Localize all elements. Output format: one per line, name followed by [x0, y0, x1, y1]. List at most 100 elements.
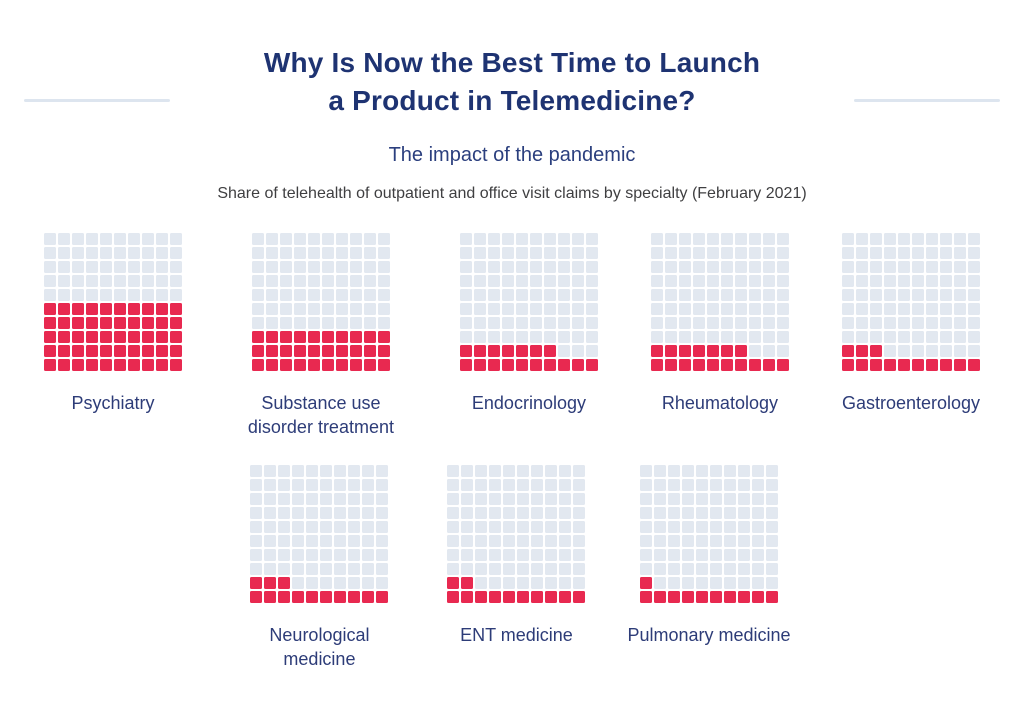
waffle-cell-filled [376, 591, 389, 603]
waffle-cell-empty [334, 563, 347, 575]
waffle-cell-empty [883, 317, 896, 329]
waffle-cell-empty [897, 275, 910, 287]
waffle-cell-empty [650, 247, 663, 259]
waffle-cell-empty [307, 317, 320, 329]
waffle-cell-filled [265, 331, 278, 343]
waffle-cell-empty [953, 317, 966, 329]
waffle-cell-filled [250, 577, 263, 589]
waffle-cell-empty [911, 317, 924, 329]
waffle-cell-filled [487, 359, 500, 371]
waffle-cell-filled [71, 331, 84, 343]
waffle-cell-empty [250, 493, 263, 505]
waffle-cell-empty [515, 233, 528, 245]
waffle-cell-empty [573, 521, 586, 533]
waffle-cell-empty [475, 479, 488, 491]
waffle-cell-empty [320, 563, 333, 575]
waffle-cell-empty [487, 317, 500, 329]
waffle-cell-empty [529, 261, 542, 273]
waffle-cell-empty [939, 247, 952, 259]
waffle-cell-empty [573, 507, 586, 519]
waffle-cell-empty [71, 261, 84, 273]
waffle-cell-filled [99, 359, 112, 371]
waffle-cell-empty [335, 275, 348, 287]
waffle-cell-empty [487, 275, 500, 287]
waffle-cell-empty [459, 233, 472, 245]
waffle-cell-filled [141, 359, 154, 371]
waffle-cell-filled [841, 359, 854, 371]
waffle-cell-empty [762, 261, 775, 273]
waffle-cell-empty [461, 493, 474, 505]
waffle-cell-empty [545, 493, 558, 505]
waffle-cell-filled [681, 591, 694, 603]
waffle-cell-empty [362, 507, 375, 519]
waffle-cell-empty [543, 247, 556, 259]
waffle-cell-empty [967, 275, 980, 287]
waffle-cell-empty [348, 465, 361, 477]
waffle-cell-empty [897, 261, 910, 273]
waffle-cell-empty [489, 577, 502, 589]
waffle-cell-empty [664, 317, 677, 329]
waffle-cell-empty [459, 303, 472, 315]
waffle-cell-empty [278, 479, 291, 491]
waffle-cell-empty [334, 465, 347, 477]
waffle-cell-empty [57, 261, 70, 273]
waffle-cell-empty [559, 549, 572, 561]
waffle-cell-filled [57, 331, 70, 343]
waffle-cell-empty [515, 317, 528, 329]
waffle-cell-empty [706, 233, 719, 245]
waffle-cell-filled [363, 331, 376, 343]
waffle-cell-empty [939, 233, 952, 245]
waffle-cell-empty [925, 275, 938, 287]
waffle-cell-filled [127, 359, 140, 371]
waffle-cell-empty [678, 275, 691, 287]
waffle-cell-empty [883, 303, 896, 315]
waffle-cell-filled [543, 345, 556, 357]
waffle-cell-empty [869, 331, 882, 343]
waffle-cell-empty [376, 479, 389, 491]
waffle-cell-empty [292, 577, 305, 589]
waffle-cell-empty [664, 289, 677, 301]
waffle-cell-empty [503, 521, 516, 533]
waffle-cell-empty [653, 549, 666, 561]
waffle-cell-empty [639, 507, 652, 519]
waffle-cell-empty [265, 261, 278, 273]
waffle-cell-empty [897, 247, 910, 259]
waffle-cell-empty [841, 331, 854, 343]
waffle-cell-filled [461, 591, 474, 603]
waffle-cell-empty [681, 535, 694, 547]
waffle-cell-filled [869, 345, 882, 357]
waffle-cell-empty [279, 247, 292, 259]
waffle-cell-empty [459, 275, 472, 287]
waffle-cell-empty [706, 303, 719, 315]
waffle-cell-empty [155, 233, 168, 245]
waffle-cell-empty [127, 275, 140, 287]
waffle-cell-empty [723, 577, 736, 589]
waffle-cell-empty [681, 493, 694, 505]
waffle-cell-empty [762, 233, 775, 245]
waffle-cell-empty [650, 331, 663, 343]
waffle-cell-filled [377, 345, 390, 357]
waffle-cell-empty [376, 549, 389, 561]
waffle-cell-empty [543, 233, 556, 245]
waffle-cell-empty [737, 479, 750, 491]
waffle-cell-filled [57, 345, 70, 357]
waffle-cell-empty [855, 289, 868, 301]
waffle-cell-filled [776, 359, 789, 371]
waffle-cell-empty [720, 303, 733, 315]
waffle-cell-empty [925, 289, 938, 301]
waffle-cell-filled [293, 345, 306, 357]
waffle-cell-filled [306, 591, 319, 603]
waffle-cell-filled [967, 359, 980, 371]
waffle-cell-empty [293, 275, 306, 287]
waffle-cell-empty [869, 275, 882, 287]
waffle-cell-empty [85, 233, 98, 245]
waffle-cell-filled [855, 359, 868, 371]
waffle-grid-gastroenterology [841, 233, 980, 371]
waffle-cell-empty [515, 261, 528, 273]
waffle-cell-empty [545, 563, 558, 575]
waffle-cell-empty [501, 289, 514, 301]
waffle-cell-empty [695, 493, 708, 505]
waffle-cell-filled [709, 591, 722, 603]
waffle-cell-empty [306, 577, 319, 589]
waffle-cell-empty [765, 535, 778, 547]
